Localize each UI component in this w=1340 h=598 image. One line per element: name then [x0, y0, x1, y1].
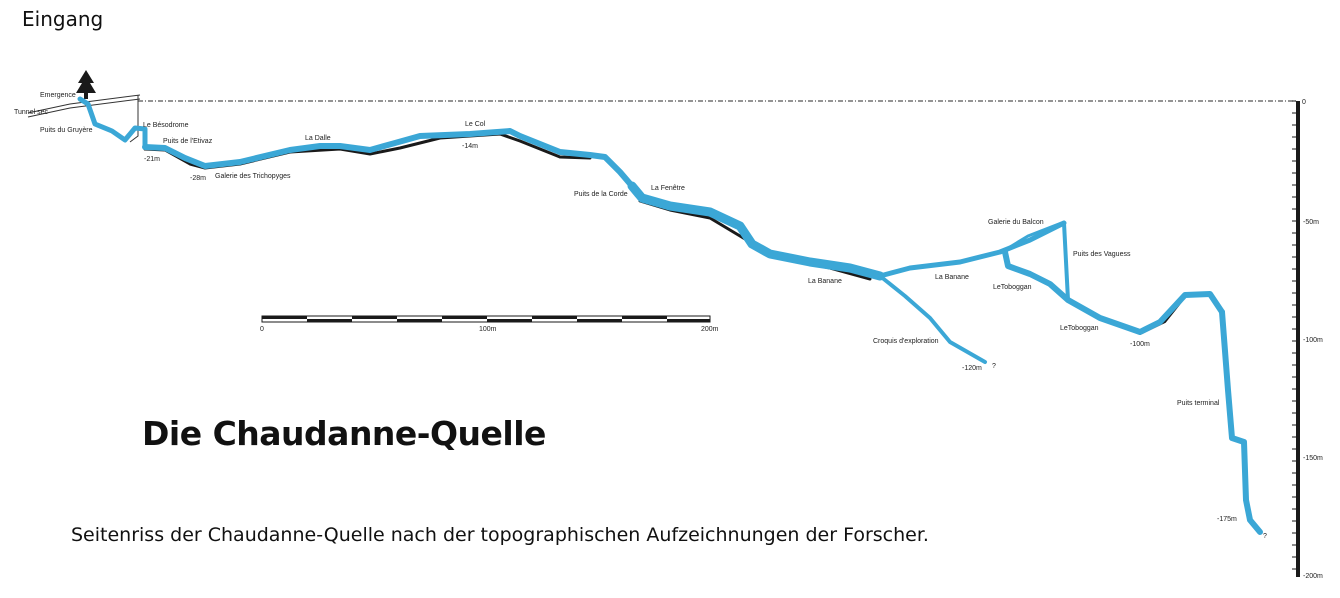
label-puits-etivaz: Puits de l'Etivaz [163, 138, 213, 145]
tree-icon [76, 70, 96, 99]
depth-label-150: -150m [1303, 455, 1323, 462]
diagram-title: Die Chaudanne-Quelle [142, 414, 546, 453]
depth-label-200: -200m [1303, 573, 1323, 580]
terminal-shaft [1219, 309, 1263, 535]
balcon-loop [1003, 220, 1066, 252]
label-le-col: Le Col [465, 121, 486, 128]
label-q2: ? [1263, 533, 1267, 540]
balcon-shaft [1062, 221, 1070, 302]
label-depth-14: -14m [462, 143, 478, 150]
label-galerie-balcon: Galerie du Balcon [988, 219, 1044, 226]
label-la-fenetre: La Fenêtre [651, 185, 685, 192]
label-puits-corde: Puits de la Corde [574, 191, 628, 198]
croquis-branch [878, 274, 987, 364]
label-puits-vaguess: Puits des Vaguess [1073, 251, 1131, 258]
label-depth-21: -21m [144, 156, 160, 163]
upper-gallery [142, 128, 635, 189]
scale-label-100m: 100m [479, 326, 497, 333]
depth-label-0: 0 [1302, 99, 1306, 106]
label-depth-28: -28m [190, 175, 206, 182]
scale-label-0: 0 [260, 326, 264, 333]
dry-tunnel [27, 94, 141, 143]
label-la-dalle: La Dalle [305, 135, 331, 142]
corde-passage [627, 181, 885, 281]
label-croquis: Croquis d'exploration [873, 338, 939, 345]
rock-floor [143, 132, 1186, 335]
label-tunnel-sec: Tunnel sec [14, 109, 48, 116]
label-letoboggan-1: LeToboggan [993, 284, 1032, 291]
label-depth-175: -175m [1217, 516, 1237, 523]
scale-label-200m: 200m [701, 326, 719, 333]
label-letoboggan-2: LeToboggan [1060, 325, 1099, 332]
label-besodrome: Le Bésodrome [143, 122, 189, 129]
depth-label-50: -50m [1303, 219, 1319, 226]
depth-axis: 0 -50m -100m -150m -200m [1292, 99, 1323, 580]
diagram-caption: Seitenriss der Chaudanne-Quelle nach der… [71, 524, 929, 546]
label-q1: ? [992, 363, 996, 370]
label-depth-100: -100m [1130, 341, 1150, 348]
label-galerie-trichopyges: Galerie des Trichopyges [215, 173, 291, 180]
label-puits-gruyere: Puits du Gruyère [40, 127, 93, 134]
cave-passages [77, 96, 1263, 535]
label-la-banane-2: La Banane [935, 274, 969, 281]
entrance-shaft [77, 96, 148, 150]
label-puits-terminal: Puits terminal [1177, 400, 1220, 407]
label-emergence: Emergence [40, 92, 76, 99]
depth-label-100: -100m [1303, 337, 1323, 344]
scale-bar: 0 100m 200m [260, 315, 719, 333]
toboggan [1002, 249, 1225, 335]
label-depth-120: -120m [962, 365, 982, 372]
banane-upper [877, 220, 1067, 279]
cave-labels: Emergence Tunnel sec Puits du Gruyère Le… [14, 92, 1267, 540]
label-la-banane-1: La Banane [808, 278, 842, 285]
entry-label: Eingang [22, 7, 104, 31]
